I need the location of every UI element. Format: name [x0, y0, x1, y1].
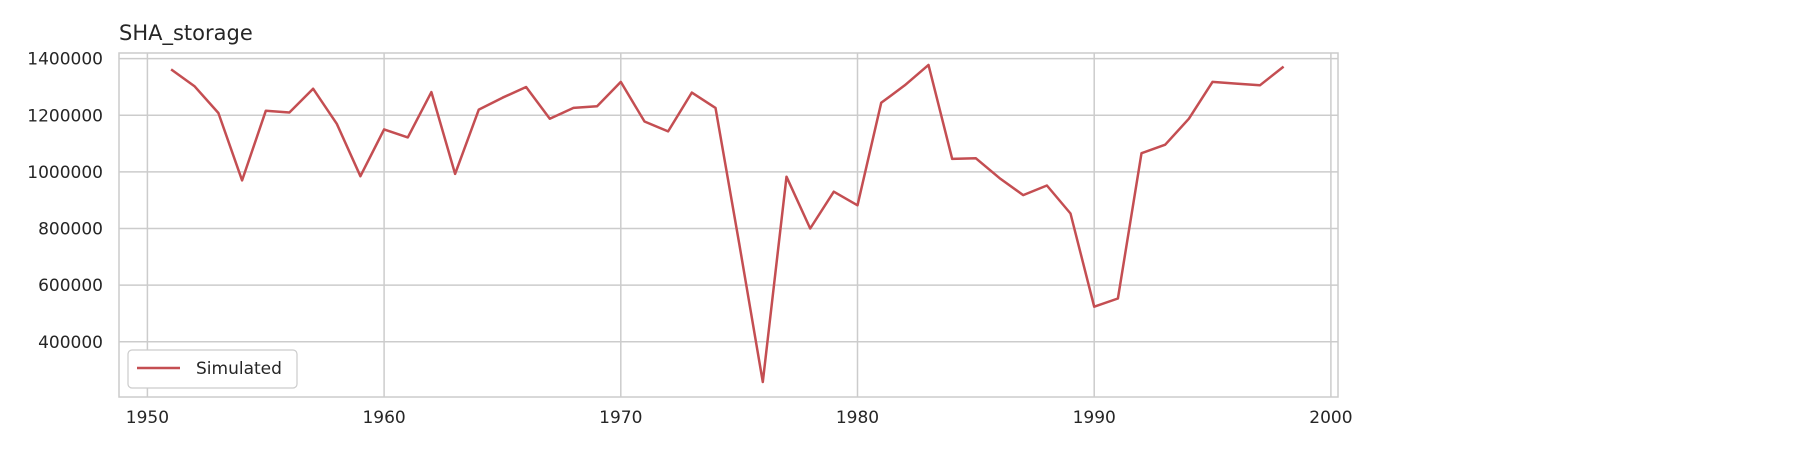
- data-point: [810, 228, 811, 229]
- data-point: [360, 176, 361, 177]
- legend-label: Simulated: [196, 359, 282, 379]
- data-point: [1023, 195, 1024, 196]
- data-point: [999, 178, 1000, 179]
- data-point: [833, 191, 834, 192]
- y-tick-label: 400000: [38, 333, 103, 353]
- data-point: [691, 92, 692, 93]
- plot-frame: [118, 52, 1339, 398]
- data-point: [952, 158, 953, 159]
- data-point: [762, 381, 763, 382]
- data-point: [265, 110, 266, 111]
- data-point: [1117, 298, 1118, 299]
- data-point: [928, 64, 929, 65]
- y-tick-label: 1400000: [27, 50, 103, 70]
- data-point: [242, 180, 243, 181]
- legend[interactable]: Simulated: [127, 349, 298, 389]
- data-point: [1259, 85, 1260, 86]
- data-point: [620, 81, 621, 82]
- data-point: [881, 102, 882, 103]
- series-layer: [170, 63, 1285, 384]
- x-tick-label: 1990: [1073, 408, 1116, 428]
- data-point: [194, 86, 195, 87]
- x-tick-label: 2000: [1309, 408, 1352, 428]
- data-point: [715, 107, 716, 108]
- data-point: [1283, 66, 1284, 67]
- data-point: [549, 118, 550, 119]
- data-point: [1046, 185, 1047, 186]
- data-point: [1141, 153, 1142, 154]
- data-point: [171, 69, 172, 70]
- x-tick-label: 1980: [836, 408, 879, 428]
- data-point: [975, 158, 976, 159]
- x-tick-label: 1960: [362, 408, 405, 428]
- data-point: [455, 173, 456, 174]
- grid: [119, 53, 1338, 397]
- data-point: [218, 113, 219, 114]
- x-tick-label: 1950: [126, 408, 169, 428]
- series-line: [170, 63, 1285, 384]
- chart-title: SHA_storage: [119, 21, 253, 46]
- data-point: [1165, 144, 1166, 145]
- y-tick-label: 600000: [38, 276, 103, 296]
- data-point: [289, 112, 290, 113]
- data-point: [1070, 213, 1071, 214]
- y-tick-label: 1200000: [27, 106, 103, 126]
- y-tick-label: 800000: [38, 220, 103, 240]
- y-axis: 400000 600000 800000 1000000 1200000 1400000: [27, 50, 103, 353]
- data-point: [407, 137, 408, 138]
- data-point: [431, 92, 432, 93]
- data-point: [478, 109, 479, 110]
- data-point: [573, 107, 574, 108]
- data-point: [1236, 83, 1237, 84]
- data-point: [384, 129, 385, 130]
- data-point: [668, 131, 669, 132]
- data-point: [904, 85, 905, 86]
- data-point: [1094, 306, 1095, 307]
- x-axis: 1950 1960 1970 1980 1990 2000: [126, 408, 1353, 428]
- data-point: [857, 205, 858, 206]
- data-point: [597, 106, 598, 107]
- data-point: [526, 86, 527, 87]
- data-point: [502, 97, 503, 98]
- data-point: [1212, 81, 1213, 82]
- x-tick-label: 1970: [599, 408, 642, 428]
- data-point: [644, 121, 645, 122]
- data-point: [786, 176, 787, 177]
- data-point: [336, 123, 337, 124]
- data-point: [1188, 118, 1189, 119]
- y-tick-label: 1000000: [27, 163, 103, 183]
- data-point: [313, 88, 314, 89]
- legend-box: [127, 349, 298, 389]
- data-point: [739, 243, 740, 244]
